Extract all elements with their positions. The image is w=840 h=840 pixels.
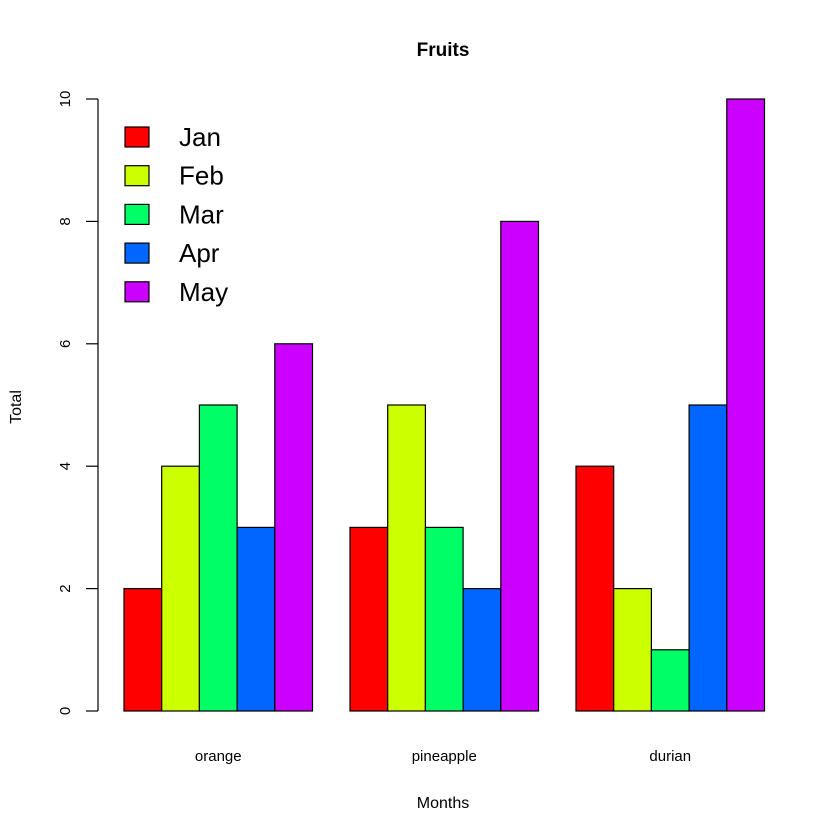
bar-orange-may — [274, 343, 314, 712]
bar-durian-mar — [650, 649, 690, 712]
legend-label: Mar — [179, 199, 224, 229]
legend-swatch-mar — [124, 203, 150, 225]
x-axis-ticks: orange pineapple durian — [195, 748, 691, 765]
chart-title: Fruits — [417, 40, 470, 61]
bar-orange-jan — [123, 587, 163, 712]
bar-pineapple-apr — [462, 587, 502, 712]
bar-durian-feb — [613, 587, 653, 712]
legend-label: Apr — [179, 238, 220, 268]
bar-durian-apr — [688, 404, 728, 712]
legend-label: May — [179, 277, 228, 307]
bars-group — [123, 98, 766, 712]
x-axis-label: Months — [417, 795, 469, 812]
legend-label: Feb — [179, 161, 224, 191]
x-tick-label: pineapple — [412, 748, 477, 765]
x-tick-label: orange — [195, 748, 242, 765]
y-tick-label: 10 — [57, 91, 74, 108]
legend-label: Jan — [179, 122, 221, 152]
y-axis: 0 2 4 6 8 10 — [57, 91, 99, 715]
bar-pineapple-may — [500, 220, 540, 712]
bar-durian-may — [726, 98, 766, 712]
bar-orange-mar — [198, 404, 238, 712]
x-tick-label: durian — [649, 748, 691, 765]
legend-swatch-apr — [124, 242, 150, 264]
y-tick-label: 4 — [57, 462, 74, 470]
bar-orange-apr — [236, 526, 276, 712]
y-tick-label: 2 — [57, 584, 74, 592]
y-tick-label: 6 — [57, 340, 74, 348]
legend: Jan Feb Mar Apr May — [124, 122, 228, 307]
bar-orange-feb — [161, 465, 200, 712]
legend-swatch-may — [124, 281, 150, 303]
bar-pineapple-feb — [387, 404, 427, 712]
bar-pineapple-jan — [349, 526, 389, 712]
y-tick-label: 0 — [57, 707, 74, 715]
bar-pineapple-mar — [424, 526, 464, 712]
legend-swatch-jan — [124, 126, 150, 148]
y-axis-label: Total — [8, 390, 25, 424]
y-tick-label: 8 — [57, 217, 74, 225]
legend-swatch-feb — [124, 165, 150, 187]
bar-durian-jan — [575, 465, 615, 712]
